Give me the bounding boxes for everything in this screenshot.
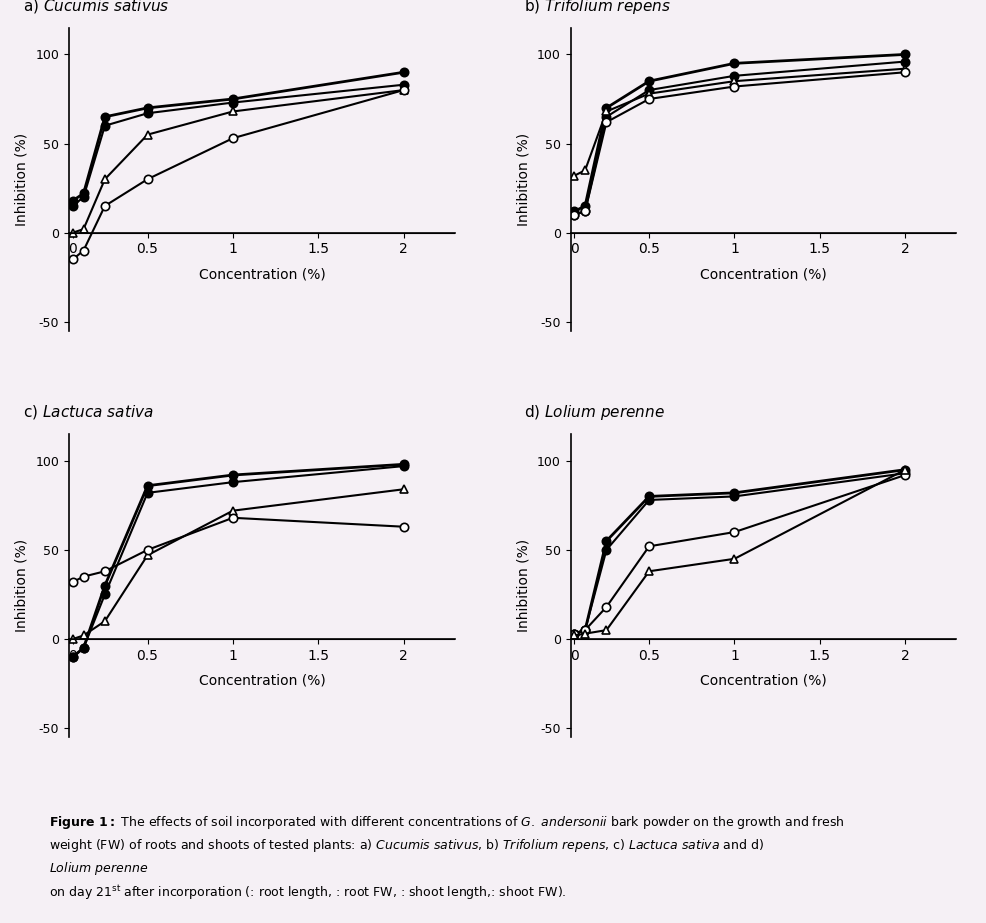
- X-axis label: Concentration (%): Concentration (%): [198, 674, 325, 688]
- Text: d) $\it{Lolium\ perenne}$: d) $\it{Lolium\ perenne}$: [525, 402, 666, 422]
- Y-axis label: Inhibition (%): Inhibition (%): [516, 539, 530, 632]
- X-axis label: Concentration (%): Concentration (%): [700, 268, 827, 282]
- Y-axis label: Inhibition (%): Inhibition (%): [15, 133, 29, 226]
- Y-axis label: Inhibition (%): Inhibition (%): [15, 539, 29, 632]
- X-axis label: Concentration (%): Concentration (%): [700, 674, 827, 688]
- X-axis label: Concentration (%): Concentration (%): [198, 268, 325, 282]
- Text: c) $\it{Lactuca\ sativa}$: c) $\it{Lactuca\ sativa}$: [23, 403, 154, 422]
- Text: a) $\it{Cucumis\ sativus}$: a) $\it{Cucumis\ sativus}$: [23, 0, 169, 15]
- Text: $\bf{Figure\ 1:}$ The effects of soil incorporated with different concentrations: $\bf{Figure\ 1:}$ The effects of soil in…: [49, 814, 845, 903]
- Text: b) $\it{Trifolium\ repens}$: b) $\it{Trifolium\ repens}$: [525, 0, 671, 16]
- Y-axis label: Inhibition (%): Inhibition (%): [516, 133, 530, 226]
